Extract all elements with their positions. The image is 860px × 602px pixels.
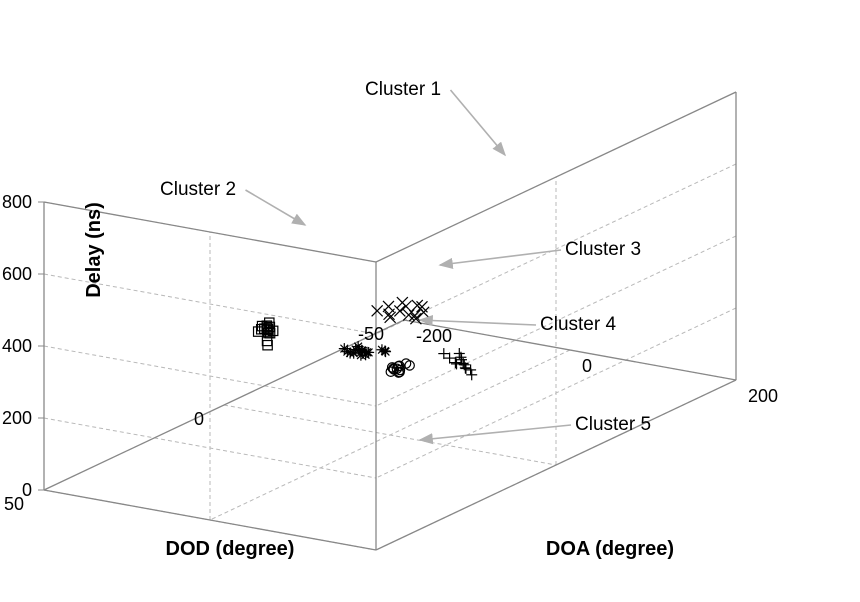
svg-text:-200: -200 bbox=[416, 326, 452, 346]
x-axis-label: DOD (degree) bbox=[166, 538, 295, 560]
label-cluster-4: Cluster 4 bbox=[540, 314, 616, 335]
label-cluster-1: Cluster 1 bbox=[365, 79, 441, 100]
arrow-cluster-5 bbox=[420, 425, 571, 440]
z-axis-label: Delay (ns) bbox=[83, 202, 105, 298]
svg-text:0: 0 bbox=[194, 409, 204, 429]
scatter3d-chart: 0200400600800-50050-2000200Delay (ns)DOD… bbox=[0, 0, 860, 602]
svg-text:200: 200 bbox=[748, 386, 778, 406]
svg-text:50: 50 bbox=[4, 494, 24, 514]
svg-text:800: 800 bbox=[2, 192, 32, 212]
label-cluster-5: Cluster 5 bbox=[575, 414, 651, 435]
svg-text:200: 200 bbox=[2, 408, 32, 428]
svg-text:600: 600 bbox=[2, 264, 32, 284]
svg-text:0: 0 bbox=[582, 356, 592, 376]
y-axis-label: DOA (degree) bbox=[546, 538, 674, 560]
label-cluster-2: Cluster 2 bbox=[160, 179, 236, 200]
svg-text:-50: -50 bbox=[358, 324, 384, 344]
arrow-cluster-3 bbox=[440, 250, 561, 265]
arrow-cluster-4 bbox=[420, 320, 536, 325]
label-cluster-3: Cluster 3 bbox=[565, 239, 641, 260]
svg-text:400: 400 bbox=[2, 336, 32, 356]
arrow-cluster-2 bbox=[246, 190, 306, 225]
arrow-cluster-1 bbox=[451, 90, 506, 155]
